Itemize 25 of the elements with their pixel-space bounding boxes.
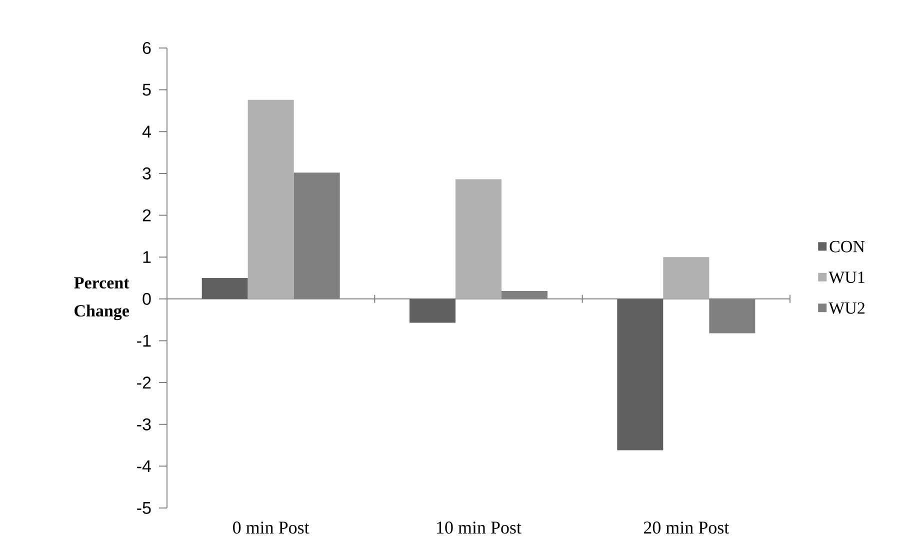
- bar: [456, 179, 502, 299]
- y-tick-label: -1: [137, 334, 151, 347]
- x-tick-label: 20 min Post: [644, 522, 730, 534]
- y-tick-label: -2: [137, 376, 151, 388]
- y-tick-label: 1: [143, 251, 151, 263]
- bar: [617, 298, 664, 450]
- y-tick-label: 0: [142, 292, 151, 305]
- bar: [410, 298, 456, 323]
- legend-label: WU1: [828, 272, 864, 284]
- y-tick-label: -3: [137, 418, 151, 430]
- y-tick-label: -5: [137, 502, 151, 514]
- y-tick-label: 3: [142, 167, 151, 180]
- bar: [663, 257, 710, 299]
- y-tick-label: 5: [142, 84, 151, 96]
- legend-label: CON: [830, 240, 865, 252]
- bar: [248, 100, 294, 299]
- x-tick-label: 10 min Post: [437, 522, 522, 534]
- y-tick-label: 4: [142, 126, 151, 138]
- y-axis-title: Percent Change: [74, 277, 130, 320]
- y-tick-label: 2: [142, 209, 151, 222]
- y-tick-label: -4: [137, 460, 151, 472]
- bar: [202, 278, 248, 299]
- legend-label: WU2: [828, 302, 864, 314]
- y-tick-label: 6: [142, 42, 151, 54]
- x-tick-label: 0 min Post: [233, 522, 310, 534]
